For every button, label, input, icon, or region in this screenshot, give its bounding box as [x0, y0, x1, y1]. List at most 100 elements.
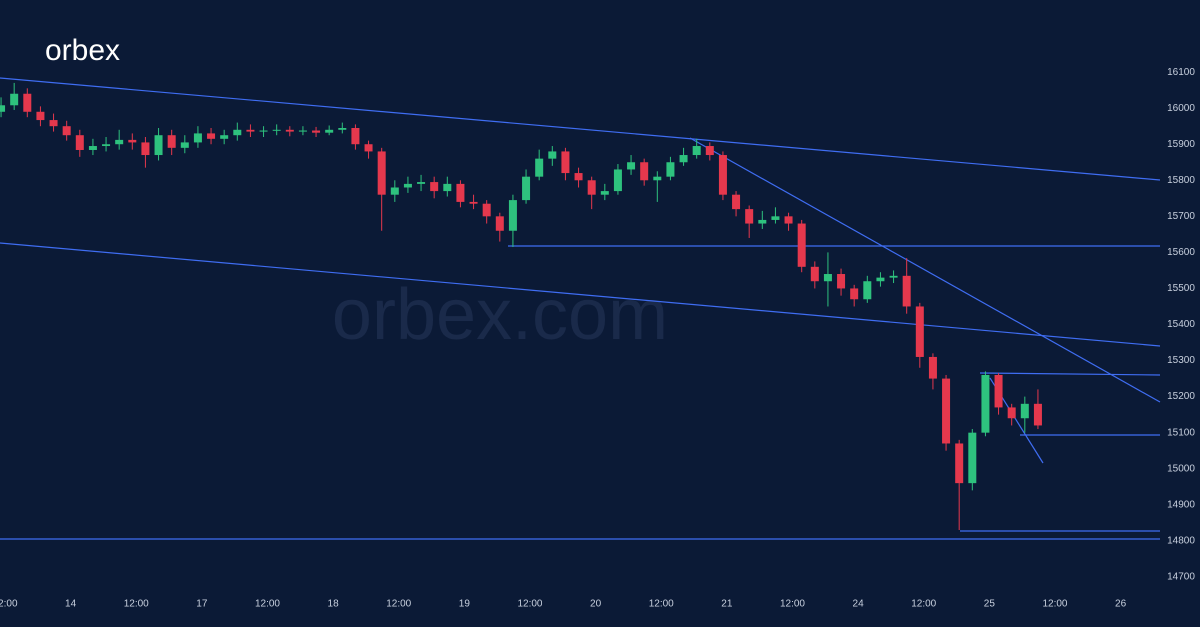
x-tick-label: 19 — [459, 599, 471, 610]
y-tick-label: 14700 — [1167, 572, 1195, 583]
candle-body — [902, 275, 911, 307]
trend-lines — [0, 77, 1161, 540]
candle-body — [955, 443, 964, 484]
candle-body — [613, 169, 622, 192]
y-tick-label: 14800 — [1167, 535, 1195, 546]
x-tick-label: 12:00 — [517, 599, 542, 610]
candle-body — [574, 173, 583, 181]
candle-body — [732, 194, 741, 210]
candle-body — [0, 105, 6, 112]
logo: orbex — [45, 34, 120, 67]
candle-body — [810, 266, 819, 282]
y-tick-label: 15600 — [1167, 247, 1195, 258]
candle-body — [430, 182, 439, 192]
candle-body — [889, 275, 898, 278]
x-tick-label: 12:00 — [780, 599, 805, 610]
candle-body — [915, 306, 924, 357]
candle-body — [482, 203, 491, 217]
candle-body — [561, 151, 570, 174]
candle-body — [10, 93, 19, 106]
candle-body — [522, 176, 531, 201]
candle-body — [771, 216, 780, 220]
candle-body — [1020, 403, 1029, 419]
candle-body — [640, 162, 649, 181]
y-tick-label: 15300 — [1167, 355, 1195, 366]
x-tick-label: 12:00 — [386, 599, 411, 610]
candle-body — [784, 216, 793, 224]
y-tick-label: 15400 — [1167, 319, 1195, 330]
candle-body — [797, 223, 806, 267]
x-tick-label: 24 — [853, 599, 865, 610]
y-tick-label: 16100 — [1167, 67, 1195, 78]
candle-body — [298, 130, 307, 132]
candle-body — [417, 182, 426, 184]
y-tick-label: 16000 — [1167, 103, 1195, 114]
x-tick-label: 18 — [328, 599, 340, 610]
y-tick-label: 14900 — [1167, 499, 1195, 510]
candle-body — [600, 191, 609, 195]
candle-body — [128, 139, 137, 143]
y-tick-label: 15500 — [1167, 283, 1195, 294]
x-tick-label: 12:00 — [1042, 599, 1067, 610]
y-tick-label: 15100 — [1167, 427, 1195, 438]
candle-body — [692, 146, 701, 156]
x-tick-label: 21 — [721, 599, 733, 610]
candle-body — [968, 432, 977, 484]
candle-body — [272, 129, 281, 131]
candle-body — [193, 133, 202, 143]
candle-body — [837, 274, 846, 289]
x-tick-label: 12:00 — [255, 599, 280, 610]
candle-body — [312, 130, 321, 133]
y-tick-label: 15700 — [1167, 211, 1195, 222]
candle-body — [338, 127, 347, 130]
trend-line — [979, 372, 1161, 376]
candle-body — [246, 129, 255, 132]
candle-body — [75, 135, 84, 150]
candle-body — [994, 374, 1003, 408]
candle-body — [718, 155, 727, 195]
candle-body — [443, 183, 452, 192]
candle-body — [627, 162, 636, 170]
candle-body — [62, 126, 71, 136]
x-tick-label: 25 — [984, 599, 996, 610]
candle-body — [285, 129, 294, 132]
x-tick-label: 12:00 — [124, 599, 149, 610]
candle-body — [745, 209, 754, 224]
candle-body — [942, 378, 951, 444]
candle-body — [364, 144, 373, 152]
candle-body — [403, 183, 412, 188]
candle-body — [495, 216, 504, 231]
candle-body — [88, 146, 97, 150]
candle-body — [115, 139, 124, 145]
candle-body — [49, 120, 58, 127]
x-tick-label: 20 — [590, 599, 602, 610]
candle-body — [548, 151, 557, 159]
candle-body — [653, 176, 662, 181]
candle-body — [705, 146, 714, 156]
candle-body — [535, 158, 544, 177]
trend-line — [0, 77, 1161, 181]
y-tick-label: 15800 — [1167, 175, 1195, 186]
candle-body — [679, 155, 688, 163]
candle-body — [1033, 403, 1042, 426]
trend-line — [689, 137, 1161, 403]
x-tick-label: 26 — [1115, 599, 1127, 610]
candle-body — [666, 162, 675, 177]
candle-body — [508, 200, 517, 231]
candle-body — [377, 151, 386, 195]
candle-body — [863, 281, 872, 300]
y-tick-label: 15000 — [1167, 463, 1195, 474]
candle-body — [823, 274, 832, 282]
x-tick-label: 12:00 — [911, 599, 936, 610]
candle-body — [36, 111, 45, 121]
x-tick-label: 12:00 — [0, 599, 18, 610]
y-tick-label: 15900 — [1167, 139, 1195, 150]
candle-body — [390, 187, 399, 195]
candle-body — [850, 288, 859, 300]
candle-body — [167, 135, 176, 148]
candle-body — [141, 142, 150, 156]
candle-body — [1007, 407, 1016, 419]
y-tick-label: 15200 — [1167, 391, 1195, 402]
